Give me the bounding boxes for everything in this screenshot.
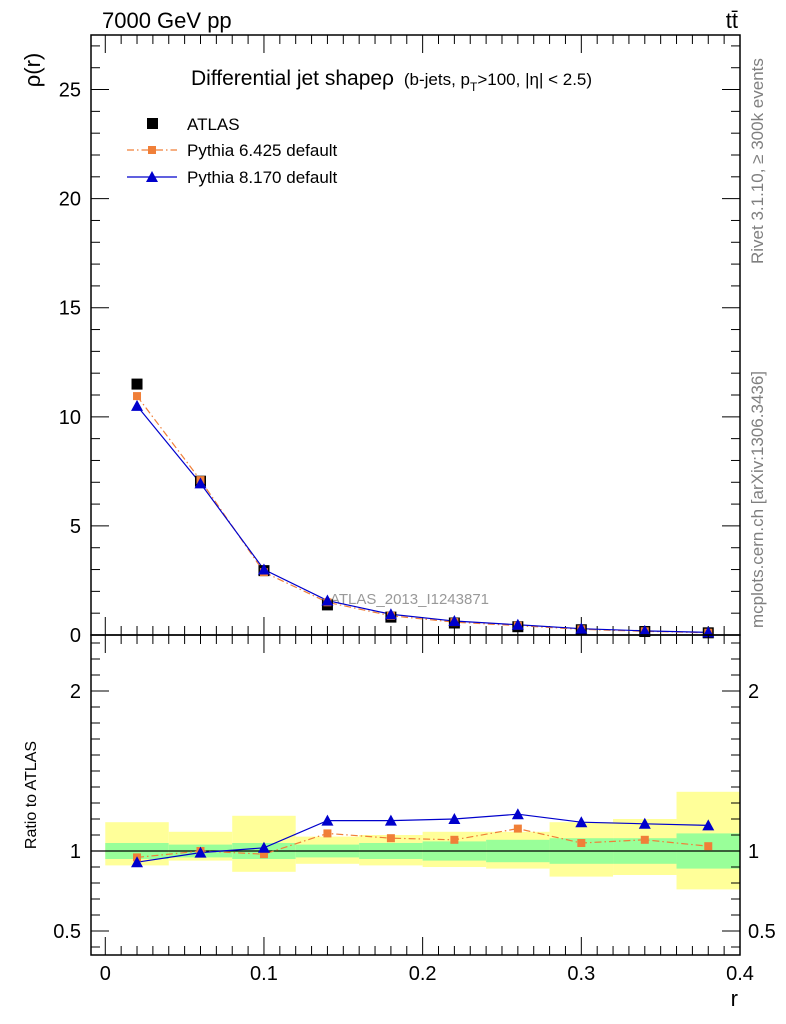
main-y-tick-label: 15 xyxy=(59,298,81,320)
x-axis-label: r xyxy=(731,986,738,1011)
ratio-pythia6-point xyxy=(513,824,522,833)
ratio-series xyxy=(131,808,715,868)
process-label: tt̄ xyxy=(726,8,738,33)
pythia8-point xyxy=(638,624,651,636)
ratio-pythia6-point xyxy=(577,839,586,847)
pythia8-point xyxy=(511,618,524,630)
rivet-label: Rivet 3.1.10, ≥ 300k events xyxy=(748,58,767,264)
ratio-pythia8-point xyxy=(321,814,334,826)
ratio-x-tick-label: 0.3 xyxy=(567,963,595,985)
ratio-y-tick-label-right: 1 xyxy=(748,841,759,863)
ratio-frame xyxy=(90,634,741,956)
pythia6-point xyxy=(133,392,142,401)
legend-marker-pythia8 xyxy=(146,171,158,182)
main-y-tick-label: 20 xyxy=(59,189,81,211)
chart-title-tail: >100, |η| < 2.5) xyxy=(477,70,592,89)
pythia8-point xyxy=(131,399,144,411)
ratio-pythia6-point xyxy=(704,842,713,851)
legend-label-atlas: ATLAS xyxy=(187,115,240,134)
ratio-pythia6-point xyxy=(450,835,459,844)
main-series xyxy=(131,378,715,639)
ratio-y-tick-label-right: 2 xyxy=(748,681,759,703)
legend-label-pythia8: Pythia 8.170 default xyxy=(187,168,338,187)
ratio-y-tick-label: 2 xyxy=(70,681,81,703)
ratio-pythia8-point xyxy=(257,841,270,853)
ratio-axes: 0.5 0.5 1 1 2 2 0 0.1 0.2 0.3 0.4 xyxy=(53,635,776,985)
pythia8-point xyxy=(448,615,461,627)
main-watermark: ATLAS_2013_I1243871 xyxy=(330,591,489,608)
ratio-pythia8-point xyxy=(702,819,715,831)
ratio-pythia8-point xyxy=(448,813,461,824)
ratio-pythia8-point xyxy=(131,856,144,868)
ratio-pythia8-point xyxy=(194,846,207,858)
ratio-pythia6-point xyxy=(259,850,268,859)
main-y-axis-label: ρ(r) xyxy=(20,53,45,88)
legend: ATLAS Pythia 6.425 default Pythia 8.170 … xyxy=(127,115,338,187)
ratio-pythia6-point xyxy=(386,834,395,843)
legend-marker-atlas xyxy=(147,118,158,129)
ratio-y-tick-label: 1 xyxy=(70,841,81,863)
ratio-x-tick-label: 0.1 xyxy=(250,963,278,985)
main-panel: ATLAS_2013_I1243871 0 5 10 15 20 25 ρ(r) Diff… xyxy=(20,34,741,647)
chart-title-cuts: (b-jets, p xyxy=(404,70,470,89)
main-y-tick-label: 25 xyxy=(59,80,81,102)
atlas-point xyxy=(131,378,143,390)
ratio-y-axis-label: Ratio to ATLAS xyxy=(23,741,40,849)
main-y-tick-label: 10 xyxy=(59,407,81,429)
chart-title-main: Differential jet shapeρ xyxy=(191,67,394,90)
main-y-tick-label: 0 xyxy=(70,625,81,647)
pythia8-point xyxy=(257,563,270,575)
pythia8-line xyxy=(136,405,709,633)
legend-label-pythia6: Pythia 6.425 default xyxy=(187,141,338,160)
chart-title-sub: T xyxy=(470,80,478,94)
pythia8-point xyxy=(384,608,397,620)
ratio-y-tick-label: 0.5 xyxy=(53,921,81,943)
pythia8-point xyxy=(194,477,207,489)
ratio-x-tick-label: 0 xyxy=(100,963,111,985)
ratio-pythia8-point xyxy=(384,814,397,826)
main-axes: 0 5 10 15 20 25 xyxy=(59,35,741,647)
pythia8-point xyxy=(575,622,588,634)
ratio-y-tick-label-right: 0.5 xyxy=(748,921,776,943)
ratio-pythia8-line xyxy=(136,813,709,863)
energy-label: 7000 GeV pp xyxy=(102,8,232,33)
ratio-pythia8-point xyxy=(511,808,524,820)
mcplots-label: mcplots.cern.ch [arXiv:1306.3436] xyxy=(748,371,767,628)
ratio-x-tick-label: 0.2 xyxy=(409,963,437,985)
pythia8-point xyxy=(321,594,334,606)
main-y-tick-label: 5 xyxy=(70,516,81,538)
ratio-pythia8-point xyxy=(638,817,651,829)
ratio-pythia8-point xyxy=(575,816,588,828)
chart-title: Differential jet shapeρ (b-jets, pT>100,… xyxy=(191,67,592,94)
ratio-pythia6-point xyxy=(323,829,332,838)
ratio-panel: 0.5 0.5 1 1 2 2 0 0.1 0.2 0.3 0.4 Ratio to ATLAS r xyxy=(23,634,776,1011)
legend-marker-pythia6 xyxy=(148,146,156,154)
ratio-pythia6-point xyxy=(640,835,649,844)
ratio-x-tick-label: 0.4 xyxy=(726,963,754,985)
ratio-pythia6-line xyxy=(136,827,709,858)
